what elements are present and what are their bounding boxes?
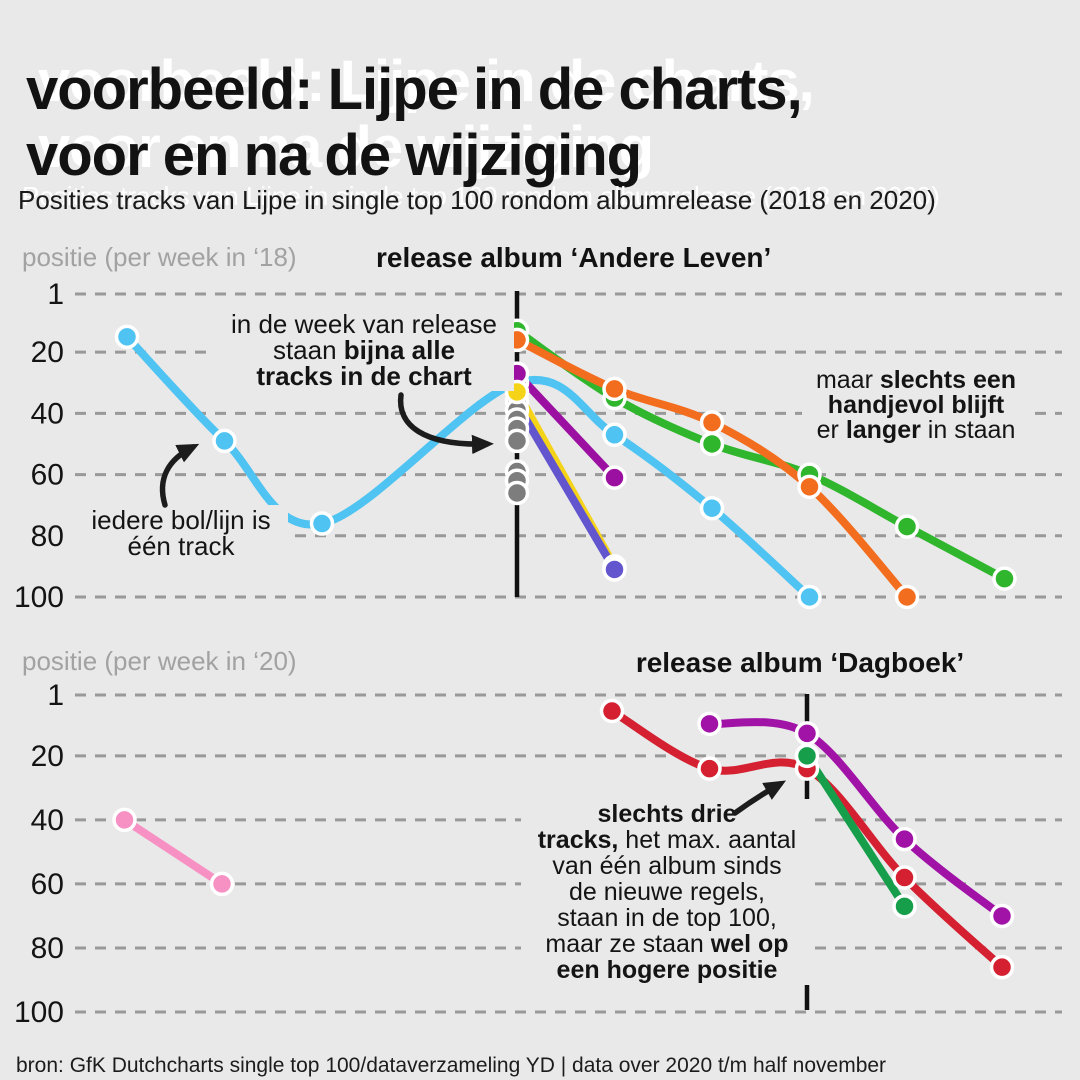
annotation-line: er langer in staan <box>816 416 1016 444</box>
annotation-one-track: iedere bol/lijn is één track <box>74 505 288 561</box>
y-tick-label-1: 1 <box>47 679 64 712</box>
annotation-line: staan bijna alle <box>272 335 456 365</box>
annotation-line: de nieuwe regels, <box>569 878 765 906</box>
annotation-release-week: in de week van release staan bijna alle tr… <box>214 309 514 391</box>
track-red-dot <box>989 954 1015 980</box>
page-subtitle: Posities tracks van Lijpe in single top … <box>18 185 936 215</box>
annotation-line: maar slechts een <box>815 366 1017 394</box>
track-lightblue-dot <box>212 428 237 454</box>
track-green-dot <box>699 431 725 457</box>
y-tick-label-20: 20 <box>31 336 64 369</box>
one-week-track-dot <box>504 428 530 454</box>
release-label-2018: release album ‘Andere Leven’ <box>376 242 772 273</box>
track-green-line <box>803 751 909 911</box>
annotation-line: slechts drie <box>597 800 737 828</box>
annotation-line: één track <box>127 531 235 561</box>
y-tick-label-1: 1 <box>47 278 64 311</box>
track-purple-line <box>513 369 619 482</box>
track-orange-dot <box>699 410 725 435</box>
annotation-line: tracks in de chart <box>256 361 472 391</box>
y-tick-label-20: 20 <box>31 740 64 773</box>
track-green-dot <box>894 514 920 539</box>
track-red-dot <box>892 865 917 890</box>
track-lightblue-dot <box>797 584 822 610</box>
one-week-track-dot <box>504 480 530 506</box>
track-purple-dot <box>794 721 820 746</box>
track-lightblue-dot <box>309 511 335 536</box>
track-orange-dot <box>797 474 822 500</box>
y-tick-label-80: 80 <box>31 932 64 965</box>
track-lightblue-dot <box>114 324 140 350</box>
y-tick-label-40: 40 <box>31 397 64 430</box>
y-tick-label-60: 60 <box>31 459 64 492</box>
release-label-2020: release album ‘Dagboek’ <box>635 647 965 678</box>
track-green-dot <box>992 566 1017 591</box>
y-axis-title-2018: positie (per week in ‘18) <box>22 242 297 272</box>
chart-2018: 1 20 40 60 80 100 <box>14 278 1062 614</box>
track-pink-line <box>120 815 226 888</box>
y-axis-title-2020: positie (per week in ‘20) <box>22 646 297 676</box>
track-purple-line <box>705 718 1006 920</box>
annotation-line: handjevol blijft <box>827 391 1005 419</box>
annotation-line: in de week van release <box>231 309 497 339</box>
track-pink-dot <box>209 871 235 897</box>
track-purple-dot <box>892 826 917 852</box>
page-title: voorbeeld: Lijpe in de charts, voor en na… <box>26 57 1066 189</box>
annotation-three-tracks: slechts drie tracks, het max. aantal van é… <box>521 799 813 985</box>
page-title-line2: voor en na de wijziging <box>26 122 642 188</box>
track-lightblue-dot <box>602 422 627 448</box>
annotation-line: maar ze staan wel op <box>545 930 789 958</box>
track-pink-dot <box>112 807 137 833</box>
y-tick-label-80: 80 <box>31 520 64 553</box>
track-indigo-dot <box>602 557 627 582</box>
annotation-line: staan in de top 100, <box>557 904 777 932</box>
annotation-line: iedere bol/lijn is <box>91 505 271 535</box>
y-tick-label-100: 100 <box>14 996 64 1029</box>
track-orange-dot <box>894 584 920 610</box>
page-title-line1: voorbeeld: Lijpe in de charts, <box>26 56 803 122</box>
track-red-dot <box>697 756 722 781</box>
y-tick-label-60: 60 <box>31 868 64 901</box>
track-purple-dot <box>989 903 1015 929</box>
track-indigo-line <box>513 400 619 574</box>
annotation-line: een hogere positie <box>556 956 778 984</box>
y-tick-label-100: 100 <box>14 581 64 614</box>
track-red-dot <box>599 698 625 724</box>
track-lightblue-dot <box>699 495 725 521</box>
track-orange-dot <box>602 376 627 402</box>
track-green-dot <box>892 894 917 919</box>
source-footer: bron: GfK Dutchcharts single top 100/dat… <box>16 1054 887 1077</box>
track-green-dot <box>794 743 820 769</box>
annotation-line: van één album sinds <box>552 852 782 880</box>
y-tick-label-40: 40 <box>31 804 64 837</box>
annotation-handful-remain: maar slechts een handjevol blijft er lange… <box>802 366 1030 445</box>
annotation-line: tracks, het max. aantal <box>537 826 797 854</box>
track-purple-dot <box>697 711 722 737</box>
track-purple-dot <box>602 465 627 490</box>
